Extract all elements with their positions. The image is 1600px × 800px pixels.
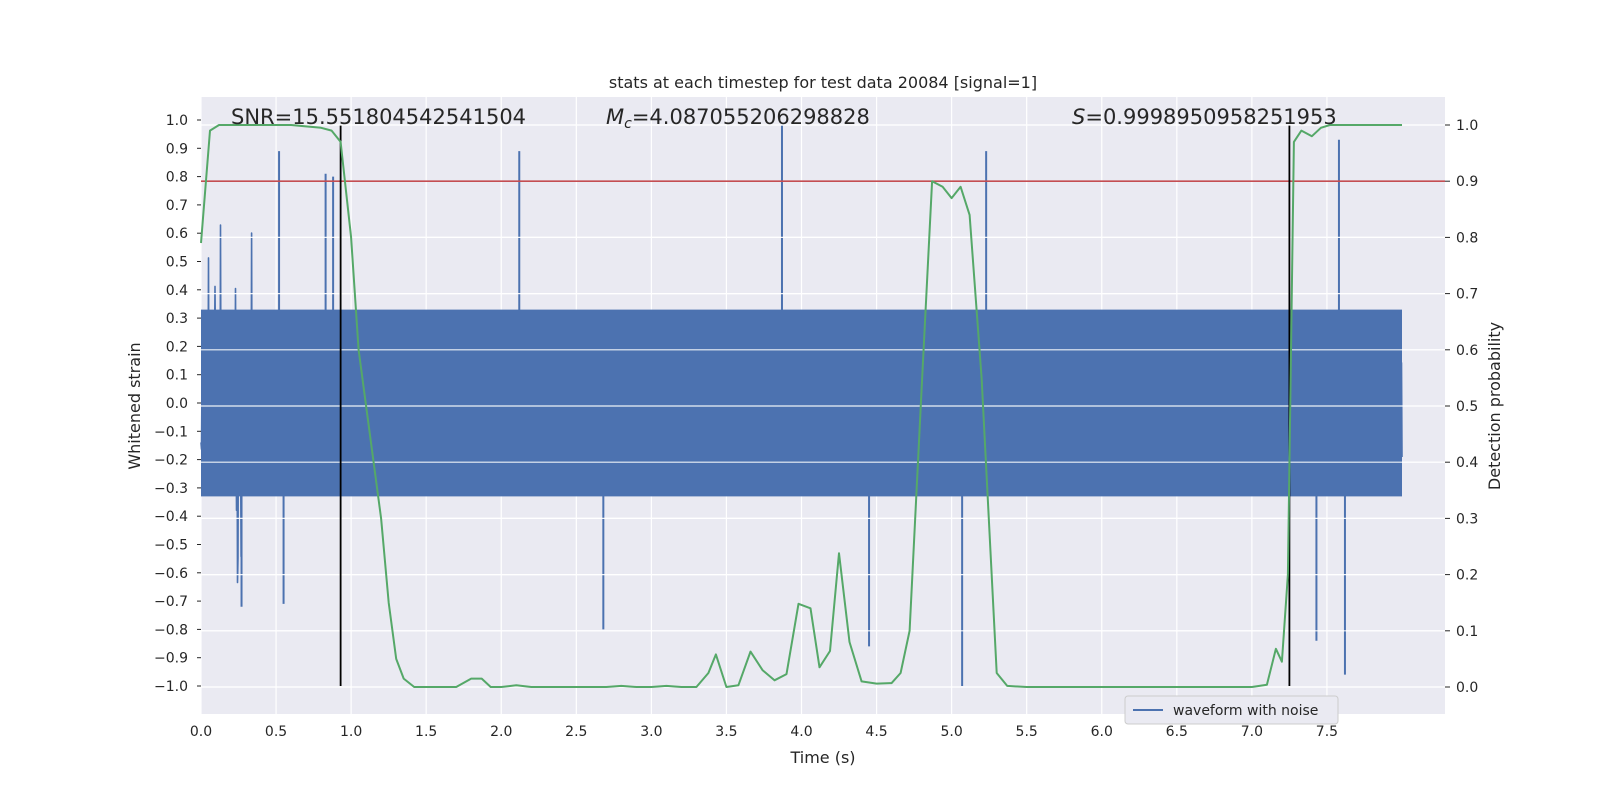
y-tick-label: −0.5 [154,538,188,554]
y-tick-label: −0.6 [154,566,188,582]
y-tick-label: 0.2 [166,339,188,355]
mc-value: =4.087055206298828 [632,105,870,129]
y-tick-label: 0.4 [166,283,188,299]
y-tick-label: −0.2 [154,453,188,469]
y-tick-label: 0.1 [166,368,188,384]
y-axis-label: Whitened strain [125,342,144,469]
s-annotation: S=0.9998950958251953 [1072,105,1337,129]
y-tick-label: −0.8 [154,622,188,638]
y-tick-label: 0.7 [166,198,188,214]
x-tick-label: 0.5 [265,724,287,740]
x-tick-label: 6.0 [1091,724,1113,740]
legend-box [1124,695,1339,725]
y-tick-label: 0.5 [166,255,188,271]
x-axis-label: Time (s) [789,748,855,767]
x-tick-label: 4.0 [790,724,812,740]
y2-tick-label: 0.9 [1456,174,1478,190]
x-tick-label: 5.5 [1016,724,1038,740]
waveform-series [200,124,1445,688]
x-tick-label: 4.5 [865,724,887,740]
mc-subscript: c [624,116,632,132]
y2-tick-label: 0.4 [1456,455,1478,471]
y-tick-label: 0.9 [166,141,188,157]
y2-tick-label: 0.8 [1456,230,1478,246]
y-tick-label: −1.0 [154,679,188,695]
x-tick-label: 0.0 [190,724,212,740]
overlay-lines [200,124,1445,688]
y2-tick-label: 0.2 [1456,568,1478,584]
y2-tick-label: 0.6 [1456,343,1478,359]
y2-tick-label: 0.5 [1456,399,1478,415]
x-tick-label: 2.5 [565,724,587,740]
x-tick-label: 1.0 [340,724,362,740]
s-symbol: S [1072,105,1085,129]
mc-symbol: M [606,105,624,129]
s-value: =0.9998950958251953 [1085,105,1336,129]
y-tick-label: 0.6 [166,226,188,242]
legend: waveform with noise [1124,695,1339,725]
x-tick-label: 2.0 [490,724,512,740]
x-tick-label: 6.5 [1166,724,1188,740]
y-tick-label: −0.9 [154,651,188,667]
y-tick-label: −0.7 [154,594,188,610]
y-tick-label: −0.3 [154,481,188,497]
y-tick-label: 0.0 [166,396,188,412]
waveform-core-band [201,309,1402,497]
x-tick-label: 1.5 [415,724,437,740]
y2-tick-label: 0.3 [1456,511,1478,527]
y2-tick-label: 0.1 [1456,624,1478,640]
y-tick-label: −0.1 [154,424,188,440]
x-tick-label: 3.0 [640,724,662,740]
y2-tick-label: 0.0 [1456,680,1478,696]
x-tick-label: 3.5 [715,724,737,740]
y2-axis-label: Detection probability [1485,322,1504,490]
y-tick-label: −0.4 [154,509,188,525]
legend-label: waveform with noise [1173,703,1318,719]
x-tick-label: 7.0 [1241,724,1263,740]
snr-annotation: SNR=15.551804542541504 [231,105,526,129]
y-tick-label: 0.3 [166,311,188,327]
x-tick-label: 7.5 [1316,724,1338,740]
y2-tick-label: 1.0 [1456,118,1478,134]
y-tick-label: 1.0 [166,113,188,129]
chart-title: stats at each timestep for test data 200… [609,73,1037,92]
y-tick-label: 0.8 [166,170,188,186]
detection-probability-line [200,124,1402,688]
mc-annotation: Mc=4.087055206298828 [606,105,870,132]
y2-tick-label: 0.7 [1456,287,1478,303]
x-tick-label: 5.0 [940,724,962,740]
tick-labels: 0.0 0.5 1.0 1.5 2.0 2.5 3.0 3.5 4.0 4.5 5.0 5.5 6.0 6… [154,113,1478,740]
